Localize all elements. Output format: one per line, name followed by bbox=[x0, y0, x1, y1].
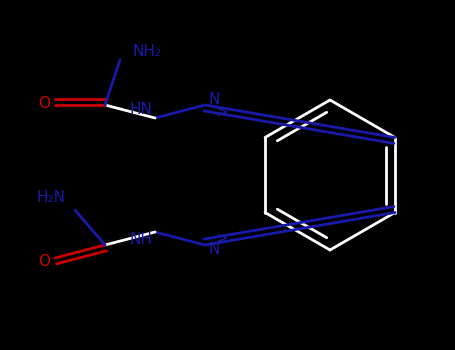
Text: HN: HN bbox=[129, 103, 152, 118]
Text: O: O bbox=[38, 96, 50, 111]
Text: N: N bbox=[208, 92, 219, 107]
Text: NH₂: NH₂ bbox=[132, 44, 161, 60]
Text: >: > bbox=[215, 105, 228, 119]
Text: NH: NH bbox=[129, 232, 152, 247]
Text: H₂N: H₂N bbox=[36, 190, 65, 205]
Text: O: O bbox=[38, 254, 50, 270]
Text: >: > bbox=[215, 231, 228, 245]
Text: N: N bbox=[208, 243, 219, 258]
